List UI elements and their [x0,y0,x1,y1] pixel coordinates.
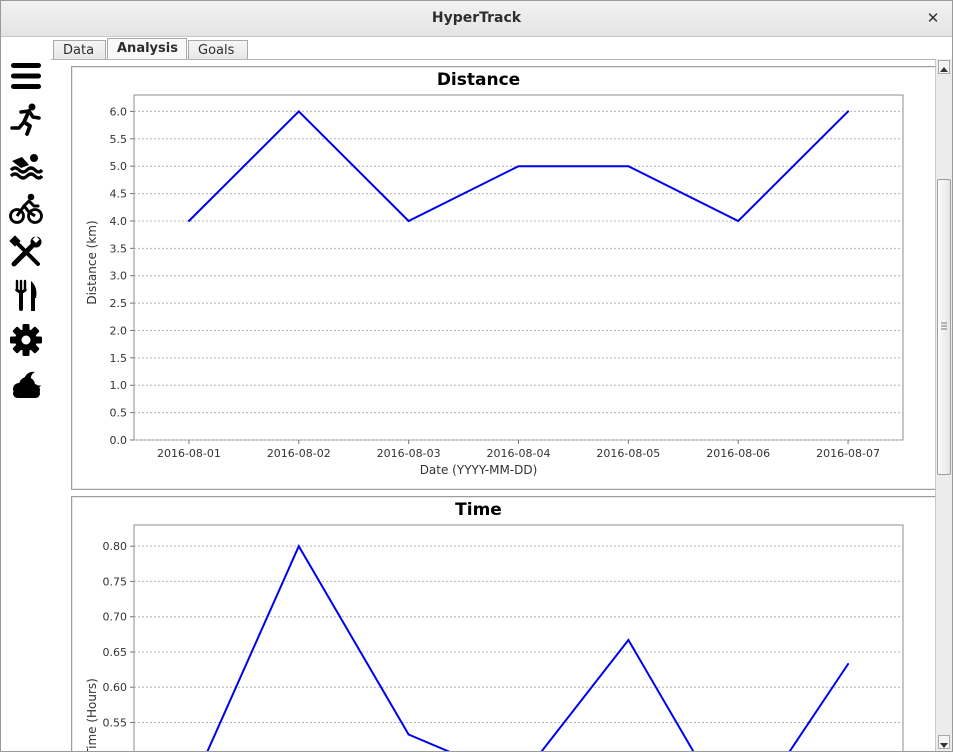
y-tick-label: 0.55 [103,717,128,730]
y-axis-label: Time (Hours) [85,678,99,752]
y-tick-label: 5.0 [110,160,128,173]
tab-goals[interactable]: Goals [188,40,248,60]
data-point [407,733,410,736]
x-tick-label: 2016-08-01 [157,447,221,460]
y-tick-label: 1.0 [110,379,128,392]
y-tick-label: 4.0 [110,215,128,228]
data-point [297,545,300,548]
swimming-icon [9,154,43,180]
data-point [627,638,630,641]
y-tick-label: 2.5 [110,297,128,310]
weather-icon [13,371,41,398]
data-point [407,219,410,222]
x-axis-label: Date (YYYY-MM-DD) [420,463,538,477]
data-point [737,219,740,222]
x-tick-label: 2016-08-02 [267,447,331,460]
vertical-scrollbar[interactable] [935,59,952,751]
tab-analysis[interactable]: Analysis [107,38,187,60]
y-tick-label: 0.65 [103,646,128,659]
y-tick-label: 0.5 [110,407,128,420]
arrow-up-icon [940,67,948,72]
x-tick-label: 2016-08-05 [596,447,660,460]
y-tick-label: 0.60 [103,681,128,694]
sidebar-item-tools[interactable] [8,234,44,270]
x-tick-label: 2016-08-06 [706,447,770,460]
y-tick-label: 4.5 [110,188,128,201]
settings-icon [10,324,42,356]
sidebar-item-menu[interactable] [8,58,44,94]
title-bar[interactable]: HyperTrack ✕ [1,1,952,37]
tab-data[interactable]: Data [53,40,106,60]
sidebar-item-running[interactable] [8,101,44,137]
y-tick-label: 3.5 [110,242,128,255]
time-chart-panel: Time0.300.350.400.450.500.550.600.650.70… [71,496,935,752]
y-tick-label: 2.0 [110,324,128,337]
sidebar-item-swimming[interactable] [8,146,44,182]
close-button[interactable]: ✕ [924,9,942,27]
data-point [517,165,520,168]
y-tick-label: 0.0 [110,434,128,447]
chart-title: Time [455,500,502,520]
running-icon [10,103,41,136]
window-title: HyperTrack [431,10,522,26]
grip-icon [941,322,947,330]
y-tick-label: 5.5 [110,133,128,146]
chart-title: Distance [437,70,520,90]
x-tick-label: 2016-08-04 [487,447,551,460]
data-point [297,110,300,113]
data-point [847,110,850,113]
tools-icon [9,235,42,267]
scroll-down-button[interactable] [938,735,950,749]
distance-chart-panel: Distance 0.0 0.5 1.0 1.5 2.0 2.5 3.0 3.5 4.0 4.5 5.… [71,66,935,490]
time-chart: Time0.300.350.400.450.500.550.600.650.70… [85,500,904,752]
tab-bar: Data Analysis Goals [51,38,941,60]
food-icon [14,279,37,311]
sidebar-item-cycling[interactable] [8,191,44,227]
scroll-up-button[interactable] [938,60,950,74]
y-tick-label: 0.75 [103,575,128,588]
plot-area [133,524,904,751]
close-icon: ✕ [926,9,940,27]
plot-area [133,94,904,441]
y-tick-label: 0.80 [103,540,128,553]
analysis-content: Distance 0.0 0.5 1.0 1.5 2.0 2.5 3.0 3.5 4.0 4.5 5.… [51,59,935,752]
y-tick-label: 3.0 [110,270,128,283]
x-tick-label: 2016-08-07 [816,447,880,460]
sidebar [1,38,51,751]
menu-icon [11,63,41,89]
distance-chart: Distance 0.0 0.5 1.0 1.5 2.0 2.5 3.0 3.5 4.0 4.5 5.… [85,70,904,477]
sidebar-item-nutrition[interactable] [8,278,44,314]
y-axis-label: Distance (km) [85,220,99,304]
arrow-down-icon [940,743,948,748]
cycling-icon [9,193,43,224]
x-tick-label: 2016-08-03 [377,447,441,460]
data-point [187,219,190,222]
data-point [847,662,850,665]
sidebar-item-weather[interactable] [8,366,44,402]
y-tick-label: 0.70 [103,611,128,624]
scrollbar-thumb[interactable] [937,179,951,475]
y-tick-label: 6.0 [110,105,128,118]
y-tick-label: 1.5 [110,352,128,365]
sidebar-item-settings[interactable] [8,322,44,358]
data-point [627,165,630,168]
